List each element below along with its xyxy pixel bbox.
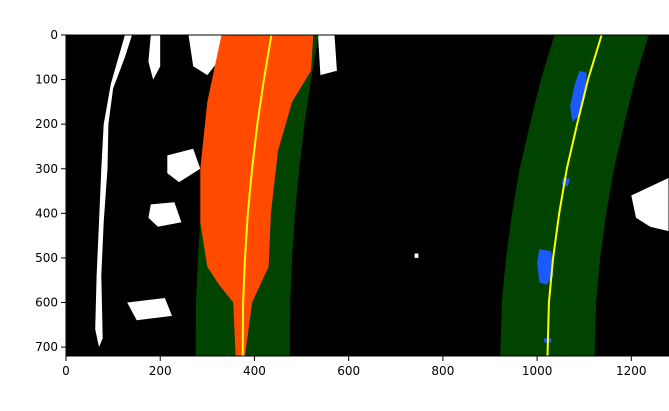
axes-frame — [65, 34, 669, 357]
left-fit-line — [241, 34, 273, 357]
binary-pixel-region — [127, 298, 172, 321]
binary-pixel-region — [167, 148, 201, 183]
left-lane-pixels — [200, 35, 314, 356]
right-lane-pixels — [537, 249, 554, 285]
y-tick-label: 300 — [35, 162, 58, 176]
binary-pixel-region — [318, 35, 337, 76]
x-tick-label: 600 — [337, 364, 360, 378]
binary-pixel-region — [148, 202, 182, 227]
lane-pixels-layer — [200, 35, 587, 356]
binary-pixel-region — [95, 35, 132, 348]
x-tick-label: 400 — [243, 364, 266, 378]
y-tick-label: 100 — [35, 73, 58, 87]
x-tick-label: 800 — [431, 364, 454, 378]
y-tick-label: 700 — [35, 340, 58, 354]
binary-pixel-region — [631, 177, 669, 232]
binary-pixel-region — [414, 253, 419, 258]
fit-lines-layer — [241, 34, 603, 357]
y-tick-label: 600 — [35, 296, 58, 310]
x-tick-label: 200 — [149, 364, 172, 378]
y-tick-label: 400 — [35, 206, 58, 220]
y-tick-label: 0 — [50, 28, 58, 42]
right-fit-line — [546, 34, 603, 357]
binary-pixel-region — [188, 35, 222, 76]
right-lane-pixels — [570, 70, 587, 122]
y-axis: 0 100 200 300 400 500 600 700 — [35, 28, 66, 354]
right-lane-window — [500, 35, 649, 356]
x-tick-label: 1000 — [522, 364, 553, 378]
plot-area — [65, 34, 669, 357]
x-tick-label: 0 — [62, 364, 70, 378]
x-tick-label: 1200 — [616, 364, 647, 378]
y-tick-label: 500 — [35, 251, 58, 265]
y-tick-label: 200 — [35, 117, 58, 131]
x-axis: 0 200 400 600 800 1000 1200 — [62, 356, 647, 378]
binary-pixel-region — [148, 35, 161, 80]
